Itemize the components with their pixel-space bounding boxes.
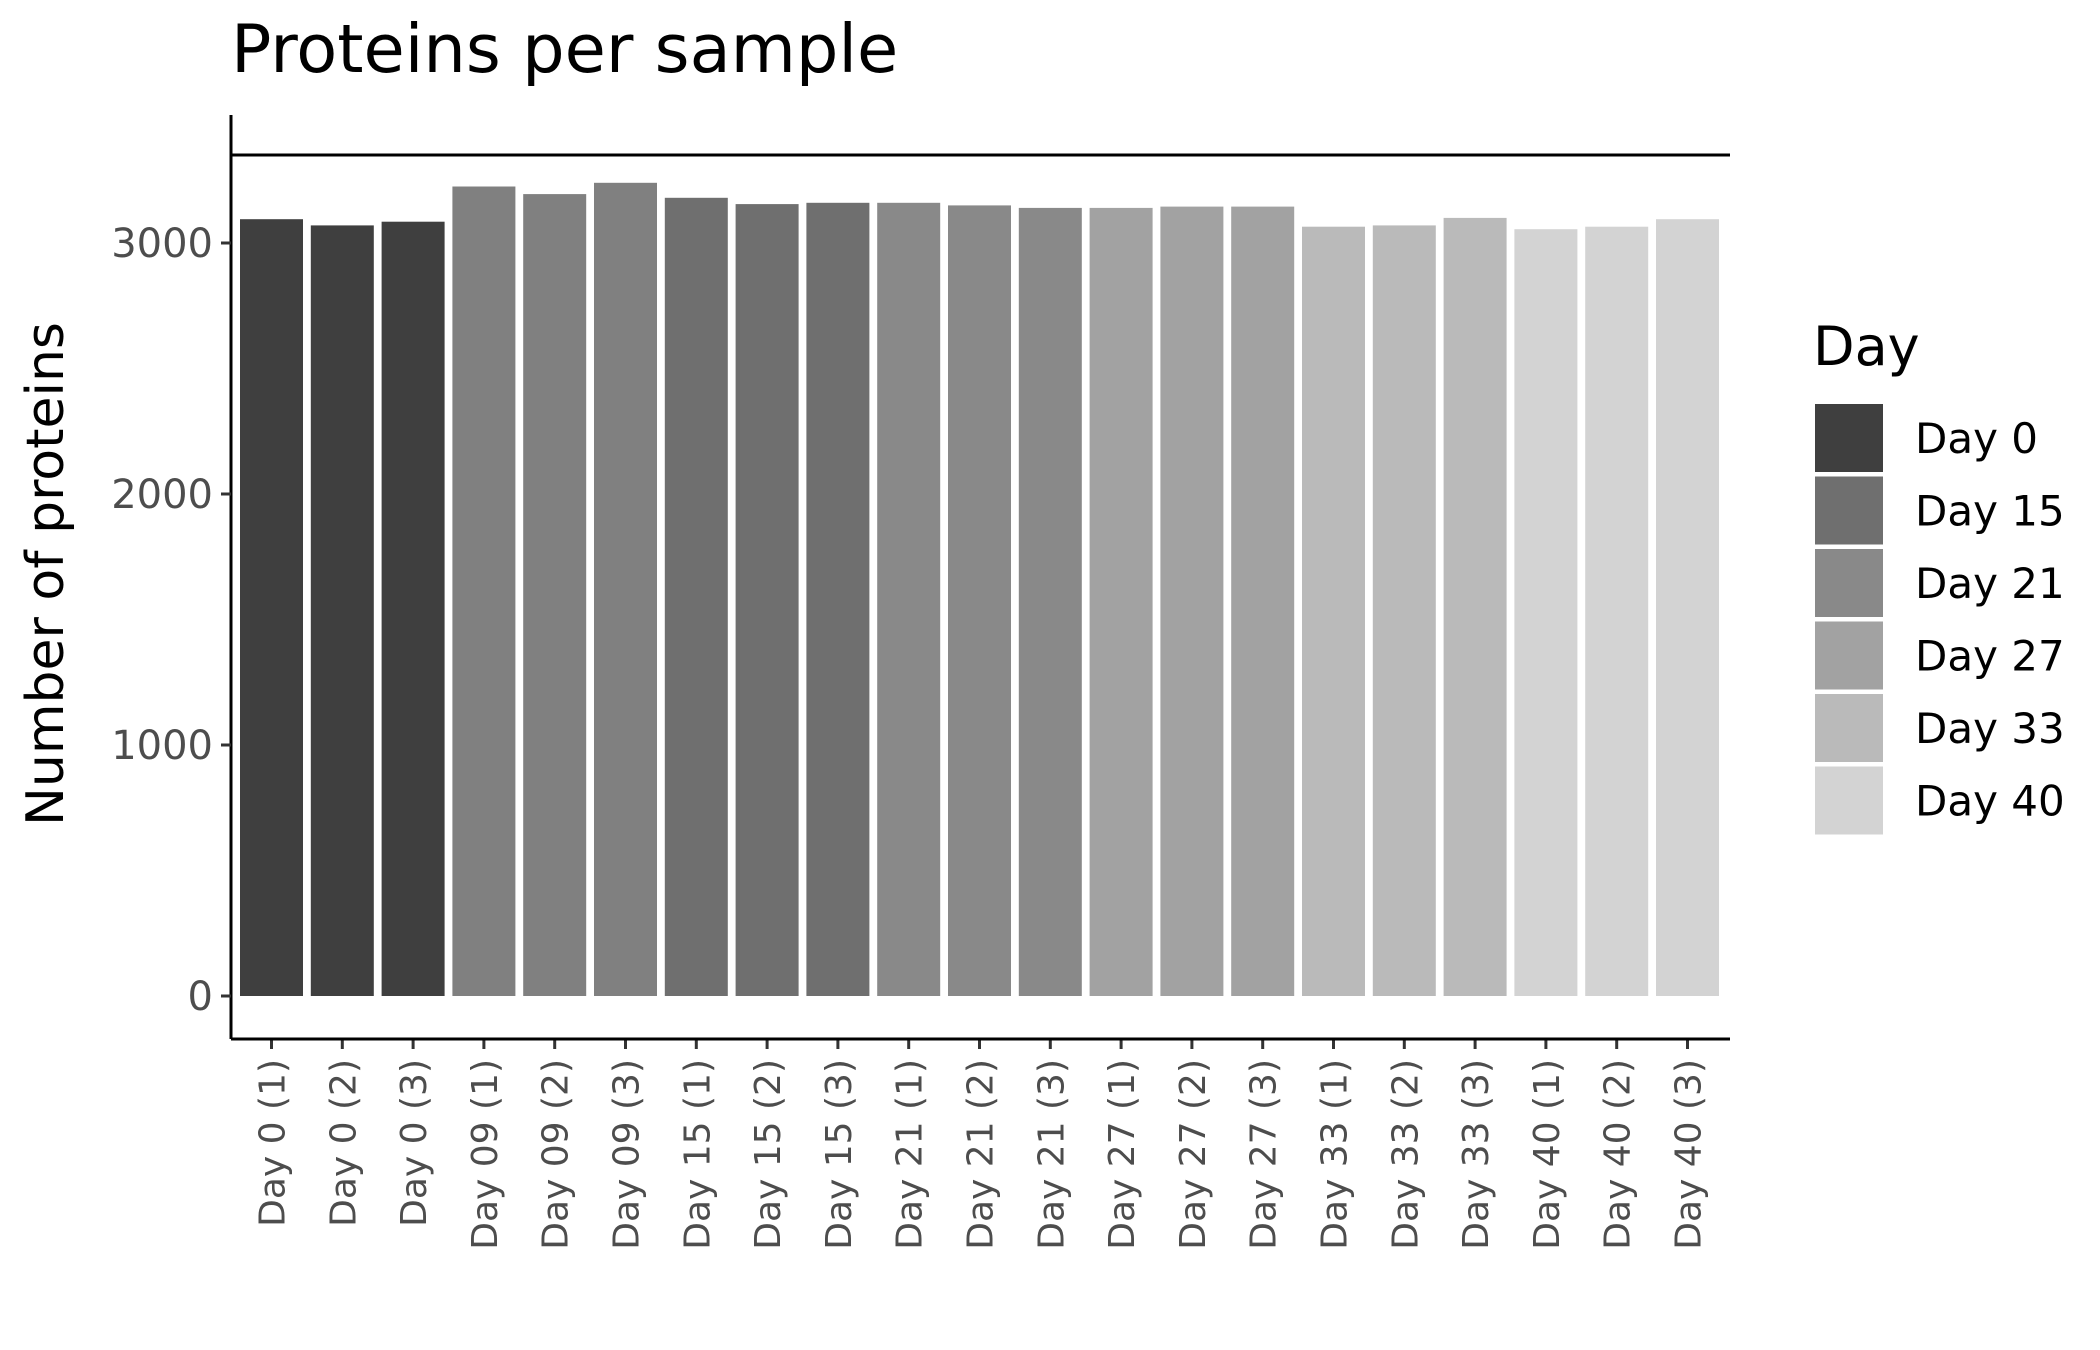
x-tick-label: Day 21 (2) (961, 1059, 1002, 1250)
legend-title: Day (1813, 315, 1920, 378)
bar-day-0-3 (381, 221, 445, 996)
x-tick-label: Day 40 (2) (1598, 1059, 1639, 1250)
legend-swatch (1815, 404, 1883, 472)
x-tick-label: Day 27 (2) (1173, 1059, 1214, 1250)
bar-day-0-2 (310, 225, 374, 996)
legend-label: Day 0 (1915, 414, 2038, 463)
bar-day-40-1 (1514, 229, 1578, 996)
y-tick-label: 2000 (111, 472, 213, 518)
x-tick-label: Day 40 (3) (1669, 1059, 1710, 1250)
legend-swatch (1815, 476, 1883, 545)
axes-group: Day 0 (1) Day 0 (2) Day 0 (3) Day 09 (1) Day… (111, 115, 1730, 1250)
bar-day-33-1 (1302, 226, 1365, 996)
x-tick-label: Day 0 (1) (253, 1059, 294, 1227)
bar-day-09-1 (452, 186, 516, 996)
bar-day-09-3 (594, 182, 657, 997)
bar-day-27-1 (1089, 207, 1153, 996)
legend-swatch (1815, 694, 1883, 762)
legend-label: Day 27 (1915, 632, 2065, 681)
x-tick-label: Day 40 (1) (1527, 1059, 1568, 1250)
bar-day-15-2 (735, 204, 799, 997)
bar-day-0-1 (240, 219, 303, 996)
x-tick-label: Day 21 (3) (1031, 1059, 1072, 1250)
chart-title: Proteins per sample (231, 10, 898, 88)
legend-label: Day 21 (1915, 559, 2065, 608)
x-tick-label: Day 0 (2) (323, 1059, 364, 1227)
bar-day-33-2 (1372, 225, 1436, 996)
legend-swatch (1815, 549, 1883, 617)
legend-swatch (1815, 621, 1883, 690)
bar-day-40-3 (1656, 219, 1719, 996)
y-tick-label: 0 (188, 974, 213, 1020)
y-tick-label: 1000 (111, 723, 213, 769)
x-tick-label: Day 33 (2) (1385, 1059, 1426, 1250)
x-tick-label: Day 27 (3) (1244, 1059, 1285, 1250)
x-tick-label: Day 09 (2) (536, 1059, 577, 1250)
bar-day-27-3 (1231, 206, 1295, 997)
bar-day-40-2 (1585, 226, 1649, 996)
x-tick-label: Day 09 (1) (465, 1059, 506, 1250)
legend: Day Day 0 Day 15 Day 21 Day 27 Day 33 Day 40 (1813, 315, 2065, 835)
bar-day-15-1 (664, 197, 728, 997)
legend-swatch (1815, 766, 1883, 835)
bar-day-21-1 (877, 202, 941, 997)
bar-day-21-2 (948, 205, 1011, 996)
x-tick-label: Day 21 (1) (890, 1059, 931, 1250)
y-axis-title: Number of proteins (16, 322, 76, 826)
legend-label: Day 15 (1915, 487, 2065, 536)
y-tick-label: 3000 (111, 221, 213, 267)
x-tick-label: Day 15 (2) (748, 1059, 789, 1250)
bars-group (240, 182, 1719, 997)
bar-day-33-3 (1443, 217, 1507, 996)
x-tick-label: Day 09 (3) (607, 1059, 648, 1250)
legend-label: Day 33 (1915, 704, 2065, 753)
x-tick-label: Day 15 (3) (819, 1059, 860, 1250)
x-tick-label: Day 33 (1) (1315, 1059, 1356, 1250)
bar-day-15-3 (806, 202, 870, 997)
bar-day-09-2 (523, 194, 587, 997)
x-tick-label: Day 15 (1) (677, 1059, 718, 1250)
x-tick-label: Day 27 (1) (1102, 1059, 1143, 1250)
bar-day-21-3 (1018, 207, 1082, 996)
bar-day-27-2 (1160, 206, 1224, 997)
legend-label: Day 40 (1915, 777, 2065, 826)
x-tick-label: Day 0 (3) (394, 1059, 435, 1227)
x-tick-label: Day 33 (3) (1456, 1059, 1497, 1250)
